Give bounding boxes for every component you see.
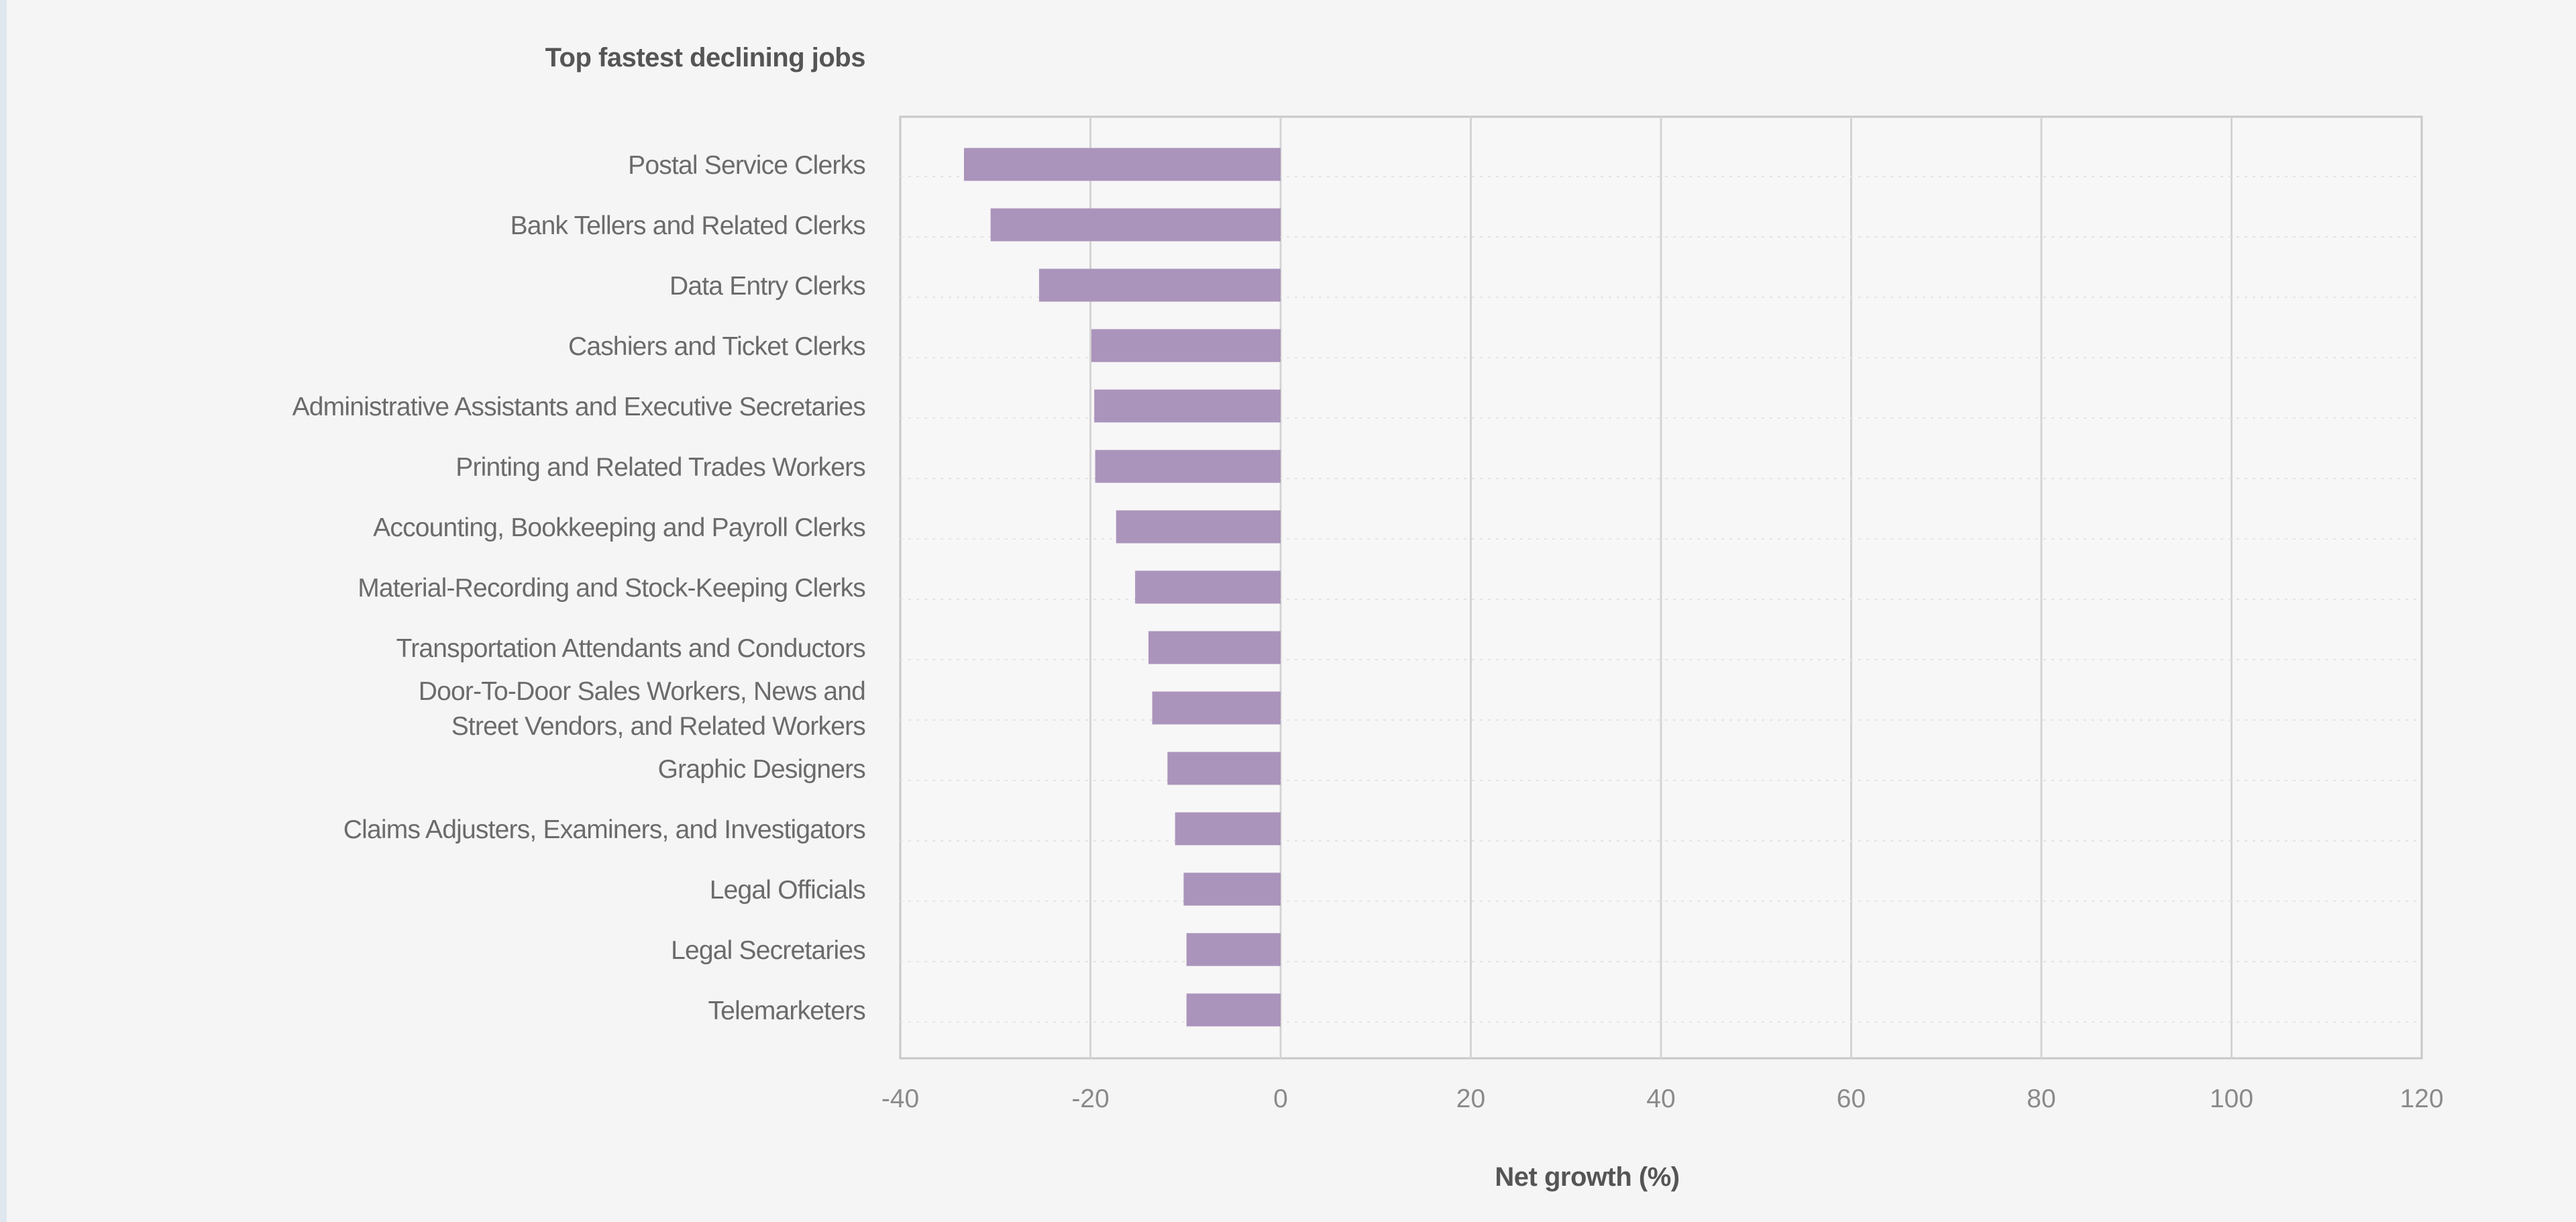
bar: [1186, 993, 1281, 1027]
bar: [1175, 812, 1281, 846]
category-label: Claims Adjusters, Examiners, and Investi…: [343, 815, 866, 844]
x-tick-label: -40: [881, 1084, 919, 1113]
x-tick-label: 120: [2400, 1084, 2443, 1113]
category-label: Cashiers and Ticket Clerks: [568, 332, 865, 361]
bar: [990, 208, 1281, 242]
category-label: Telemarketers: [708, 997, 865, 1025]
x-tick-label: 80: [2027, 1084, 2055, 1113]
bar: [1116, 510, 1281, 544]
bar: [1091, 329, 1281, 362]
bar: [1038, 268, 1281, 302]
category-label: Legal Officials: [710, 876, 866, 905]
x-axis-label: Net growth (%): [1495, 1162, 1679, 1192]
category-label: Graphic Designers: [658, 755, 866, 784]
x-tick-label: 40: [1646, 1084, 1675, 1113]
chart-title: Top fastest declining jobs: [545, 43, 865, 72]
bar: [1095, 450, 1281, 483]
bar: [1152, 691, 1281, 725]
bar: [1183, 872, 1281, 906]
category-label: Material-Recording and Stock-Keeping Cle…: [358, 574, 865, 603]
category-label: Accounting, Bookkeeping and Payroll Cler…: [373, 513, 865, 542]
x-tick-label: 0: [1273, 1084, 1288, 1113]
window-edge: [0, 0, 7, 1222]
bar: [1094, 389, 1281, 423]
bar: [963, 148, 1281, 181]
x-tick-label: -20: [1071, 1084, 1109, 1113]
category-label: Administrative Assistants and Executive …: [292, 393, 866, 421]
category-label: Printing and Related Trades Workers: [455, 453, 865, 482]
bar: [1186, 933, 1281, 966]
x-tick-label: 60: [1837, 1084, 1866, 1113]
category-label: Transportation Attendants and Conductors: [396, 634, 866, 663]
category-label: Door-To-Door Sales Workers, News and Stre…: [419, 677, 866, 741]
category-label: Bank Tellers and Related Clerks: [511, 211, 866, 240]
bar: [1135, 570, 1281, 604]
category-label: Postal Service Clerks: [628, 151, 865, 180]
bar: [1148, 631, 1281, 664]
x-tick-label: 100: [2210, 1084, 2253, 1113]
x-tick-label: 20: [1456, 1084, 1485, 1113]
category-label: Data Entry Clerks: [669, 272, 865, 301]
bar: [1167, 752, 1281, 785]
category-label: Legal Secretaries: [671, 936, 865, 965]
